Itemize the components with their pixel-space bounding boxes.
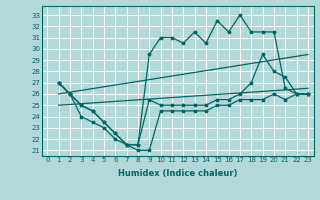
X-axis label: Humidex (Indice chaleur): Humidex (Indice chaleur) — [118, 169, 237, 178]
